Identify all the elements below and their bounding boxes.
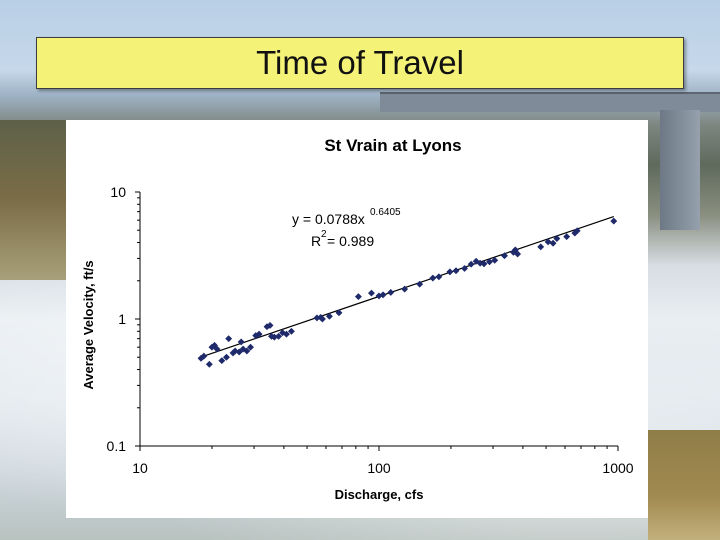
data-point: [537, 243, 545, 251]
data-point: [446, 268, 454, 276]
data-point: [491, 256, 499, 264]
data-point: [246, 343, 255, 351]
data-point: [435, 273, 443, 281]
data-point: [275, 332, 283, 340]
y-tick-label: 1: [118, 311, 126, 327]
data-point: [213, 345, 221, 353]
data-point: [467, 260, 475, 268]
data-point: [205, 360, 213, 368]
data-point: [200, 352, 208, 360]
y-tick-label: 10: [110, 184, 126, 200]
slide-title-box: Time of Travel: [36, 37, 684, 89]
data-point: [573, 227, 581, 235]
chart-title: St Vrain at Lyons: [324, 136, 461, 155]
x-tick-label: 1000: [602, 460, 633, 476]
data-point: [563, 233, 571, 241]
data-point: [401, 285, 409, 293]
background-right-bank: [648, 430, 720, 540]
data-point: [318, 315, 327, 323]
data-point: [287, 327, 295, 335]
data-point: [514, 250, 522, 258]
x-tick-label: 100: [367, 460, 391, 476]
background-bridge: [380, 92, 720, 112]
r-squared-label: R: [311, 233, 321, 249]
data-point: [379, 291, 387, 299]
data-point: [237, 338, 245, 346]
data-point: [544, 238, 552, 246]
data-point: [485, 258, 494, 266]
chart-panel: St Vrain at Lyons 10 1 0.1 10 100 1000 Discharg…: [66, 120, 648, 518]
data-point: [325, 312, 333, 320]
data-point: [255, 330, 263, 338]
data-point: [266, 321, 274, 329]
trend-equation-exponent: 0.6405: [370, 207, 401, 218]
data-point: [243, 347, 251, 355]
data-point: [452, 267, 460, 275]
data-point: [235, 348, 243, 356]
trendline: [200, 215, 614, 358]
y-axis-title: Average Velocity, ft/s: [81, 260, 96, 389]
slide-title: Time of Travel: [256, 44, 464, 81]
data-point: [225, 335, 233, 343]
background-bridge-pier: [660, 110, 700, 230]
y-tick-label: 0.1: [107, 438, 127, 454]
data-point: [416, 280, 424, 288]
x-tick-label: 10: [132, 460, 148, 476]
data-point: [549, 239, 557, 247]
r-squared-value: = 0.989: [327, 233, 374, 249]
data-point: [387, 288, 395, 296]
data-point: [282, 330, 291, 338]
data-point: [429, 274, 437, 282]
r-squared-exponent: 2: [321, 229, 327, 240]
data-point: [460, 264, 469, 273]
data-point: [222, 353, 231, 361]
scatter-chart: St Vrain at Lyons 10 1 0.1 10 100 1000 Discharg…: [81, 136, 634, 502]
data-point: [480, 260, 488, 268]
data-point: [335, 309, 343, 317]
data-point: [610, 217, 618, 225]
data-point: [354, 293, 362, 301]
data-point: [367, 289, 376, 297]
x-axis-title: Discharge, cfs: [335, 487, 424, 502]
data-point: [500, 252, 509, 260]
trend-equation: y = 0.0788x: [292, 211, 365, 227]
data-point: [553, 234, 561, 243]
data-point: [218, 357, 226, 365]
background-left-bank: [0, 120, 70, 280]
